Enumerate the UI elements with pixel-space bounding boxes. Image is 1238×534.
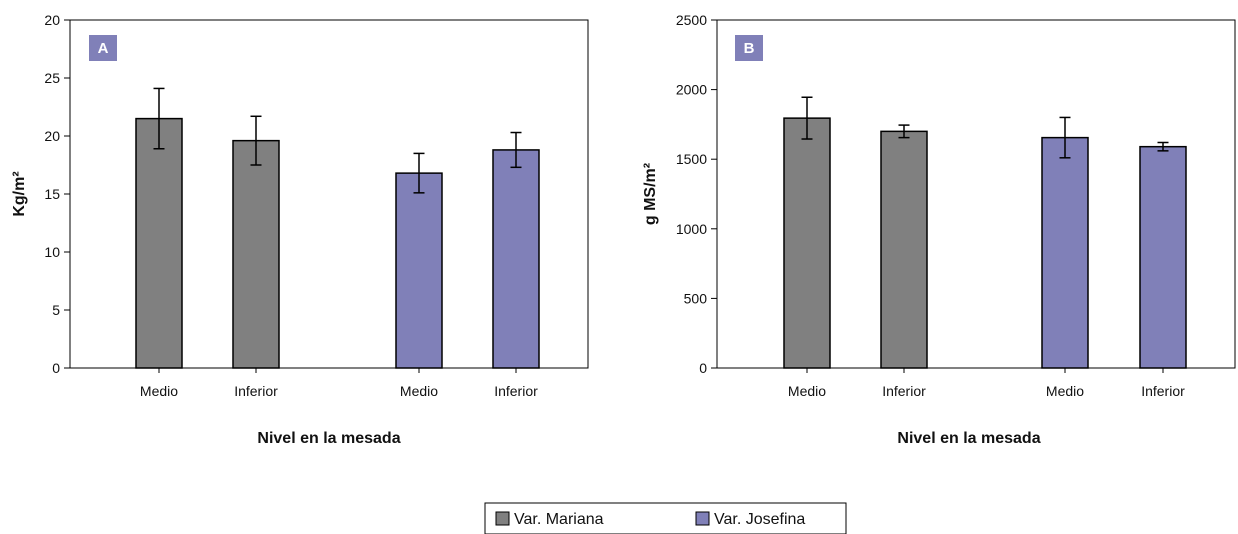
category-label: Medio xyxy=(1046,383,1084,399)
y-tick-label: 10 xyxy=(44,244,60,260)
x-axis-title-b: Nivel en la mesada xyxy=(897,430,1040,447)
bar xyxy=(1042,138,1088,368)
legend: Var. Mariana Var. Josefina xyxy=(485,503,846,534)
bar xyxy=(881,131,927,368)
y-tick-label: 25 xyxy=(44,70,60,86)
chart-panel-a: A 0 5 10 15 20 25 20 Medio Inferior Medio Inferio… xyxy=(11,12,588,447)
category-labels-b: Medio Inferior Medio Inferior xyxy=(788,368,1185,399)
category-label: Medio xyxy=(788,383,826,399)
y-tick-label: 5 xyxy=(52,302,60,318)
bars-a xyxy=(136,88,539,368)
y-ticks-b: 0 500 1000 1500 2000 2500 xyxy=(676,12,717,376)
y-tick-label: 500 xyxy=(684,290,708,306)
bar xyxy=(1140,147,1186,368)
bar xyxy=(396,173,442,368)
legend-label-mariana: Var. Mariana xyxy=(514,511,604,528)
legend-swatch-mariana xyxy=(496,512,509,525)
y-axis-title-a: Kg/m² xyxy=(11,171,28,216)
category-label: Inferior xyxy=(1141,383,1185,399)
panel-letter-b: B xyxy=(744,40,755,57)
y-tick-label: 0 xyxy=(699,360,707,376)
category-label: Medio xyxy=(140,383,178,399)
bar xyxy=(784,118,830,368)
category-label: Inferior xyxy=(494,383,538,399)
y-tick-label: 2500 xyxy=(676,12,707,28)
y-ticks-a: 0 5 10 15 20 25 20 xyxy=(44,12,70,376)
y-tick-label: 0 xyxy=(52,360,60,376)
y-axis-title-b: g MS/m² xyxy=(642,163,659,225)
category-label: Inferior xyxy=(234,383,278,399)
bar xyxy=(136,119,182,368)
category-labels-a: Medio Inferior Medio Inferior xyxy=(140,368,538,399)
bars-b xyxy=(784,97,1186,368)
legend-swatch-josefina xyxy=(696,512,709,525)
y-tick-label: 20 xyxy=(44,128,60,144)
y-tick-label: 15 xyxy=(44,186,60,202)
y-tick-label: 20 xyxy=(44,12,60,28)
legend-label-josefina: Var. Josefina xyxy=(714,511,805,528)
category-label: Inferior xyxy=(882,383,926,399)
bar xyxy=(233,141,279,368)
bar xyxy=(493,150,539,368)
y-tick-label: 1000 xyxy=(676,221,707,237)
y-tick-label: 2000 xyxy=(676,82,707,98)
panel-letter-a: A xyxy=(98,40,109,57)
category-label: Medio xyxy=(400,383,438,399)
y-tick-label: 1500 xyxy=(676,151,707,167)
x-axis-title-a: Nivel en la mesada xyxy=(257,430,400,447)
